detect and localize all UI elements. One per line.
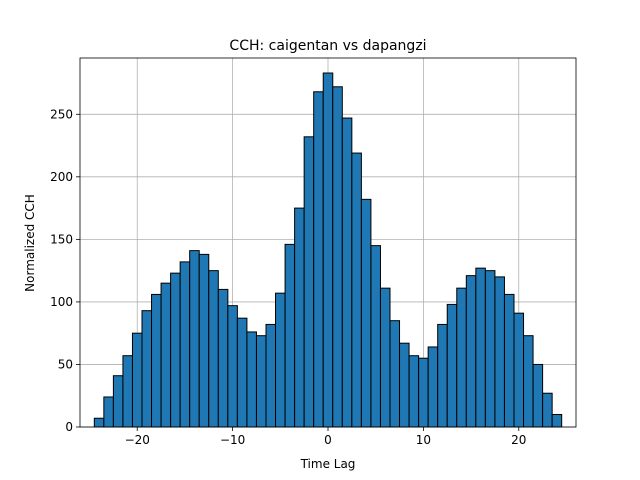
- histogram-bar: [351, 152, 362, 428]
- histogram-bar: [475, 267, 486, 428]
- histogram-bar: [542, 392, 553, 428]
- histogram-bar: [389, 320, 401, 428]
- histogram-bar: [275, 292, 286, 428]
- y-tick-label: 100: [50, 295, 73, 309]
- histogram-bar: [427, 346, 439, 428]
- histogram-bar: [437, 323, 448, 428]
- histogram-bar: [131, 332, 143, 428]
- histogram-bar: [322, 72, 334, 428]
- y-axis-label: Normalized CCH: [23, 194, 37, 292]
- histogram-bar: [217, 288, 229, 428]
- y-tick-label: 250: [50, 107, 73, 121]
- histogram-bar: [484, 270, 496, 428]
- histogram-bar: [198, 253, 210, 428]
- histogram-bar: [103, 396, 114, 428]
- histogram-bar: [208, 270, 219, 428]
- histogram-bar: [236, 317, 248, 428]
- histogram-bar: [170, 272, 181, 428]
- histogram-bar: [151, 293, 162, 428]
- histogram-bar: [294, 207, 305, 428]
- x-axis-label: Time Lag: [300, 457, 356, 471]
- histogram-bar: [370, 245, 381, 428]
- y-tick-label: 50: [58, 357, 73, 371]
- histogram-bar: [93, 417, 105, 428]
- histogram-bar: [284, 243, 296, 428]
- histogram-bar: [112, 375, 124, 428]
- histogram-bar: [456, 287, 467, 428]
- histogram-bar: [408, 355, 420, 428]
- y-axis-ticks: 0 50 100 150 200 250: [50, 107, 80, 434]
- histogram-bar: [332, 86, 343, 428]
- chart-title: CCH: caigentan vs dapangzi: [229, 38, 426, 54]
- histogram-bar: [246, 331, 257, 428]
- x-tick-label: 10: [416, 433, 431, 447]
- histogram-bar: [265, 323, 277, 428]
- y-tick-label: 150: [50, 232, 73, 246]
- histogram-bar: [179, 261, 191, 428]
- histogram-bar: [141, 310, 153, 428]
- histogram-bar: [532, 363, 544, 428]
- histogram-bar: [360, 198, 372, 428]
- histogram-bar: [399, 342, 410, 428]
- histogram-bar: [418, 357, 429, 428]
- x-tick-label: 0: [324, 433, 332, 447]
- histogram-bars: [93, 72, 563, 428]
- y-tick-label: 0: [65, 420, 73, 434]
- histogram-bar: [379, 287, 391, 428]
- histogram-bar: [160, 282, 172, 428]
- histogram-bar: [255, 335, 267, 428]
- x-axis-ticks: −20 −10 0 10 20: [125, 427, 526, 447]
- y-tick-label: 200: [50, 170, 73, 184]
- histogram-bar: [227, 305, 238, 428]
- histogram-bar: [122, 355, 133, 428]
- histogram-bar: [446, 303, 458, 428]
- histogram-bar: [303, 136, 315, 428]
- histogram-bar: [465, 275, 477, 428]
- histogram-bar: [503, 293, 515, 428]
- x-tick-label: 20: [511, 433, 526, 447]
- x-tick-label: −20: [125, 433, 150, 447]
- histogram-bar: [313, 91, 324, 428]
- histogram-bar: [551, 413, 563, 428]
- histogram-bar: [494, 276, 505, 428]
- histogram-bar: [523, 335, 534, 428]
- histogram-bar: [513, 312, 525, 428]
- histogram-bar: [189, 250, 200, 428]
- x-tick-label: −10: [220, 433, 245, 447]
- histogram-bar: [341, 117, 353, 428]
